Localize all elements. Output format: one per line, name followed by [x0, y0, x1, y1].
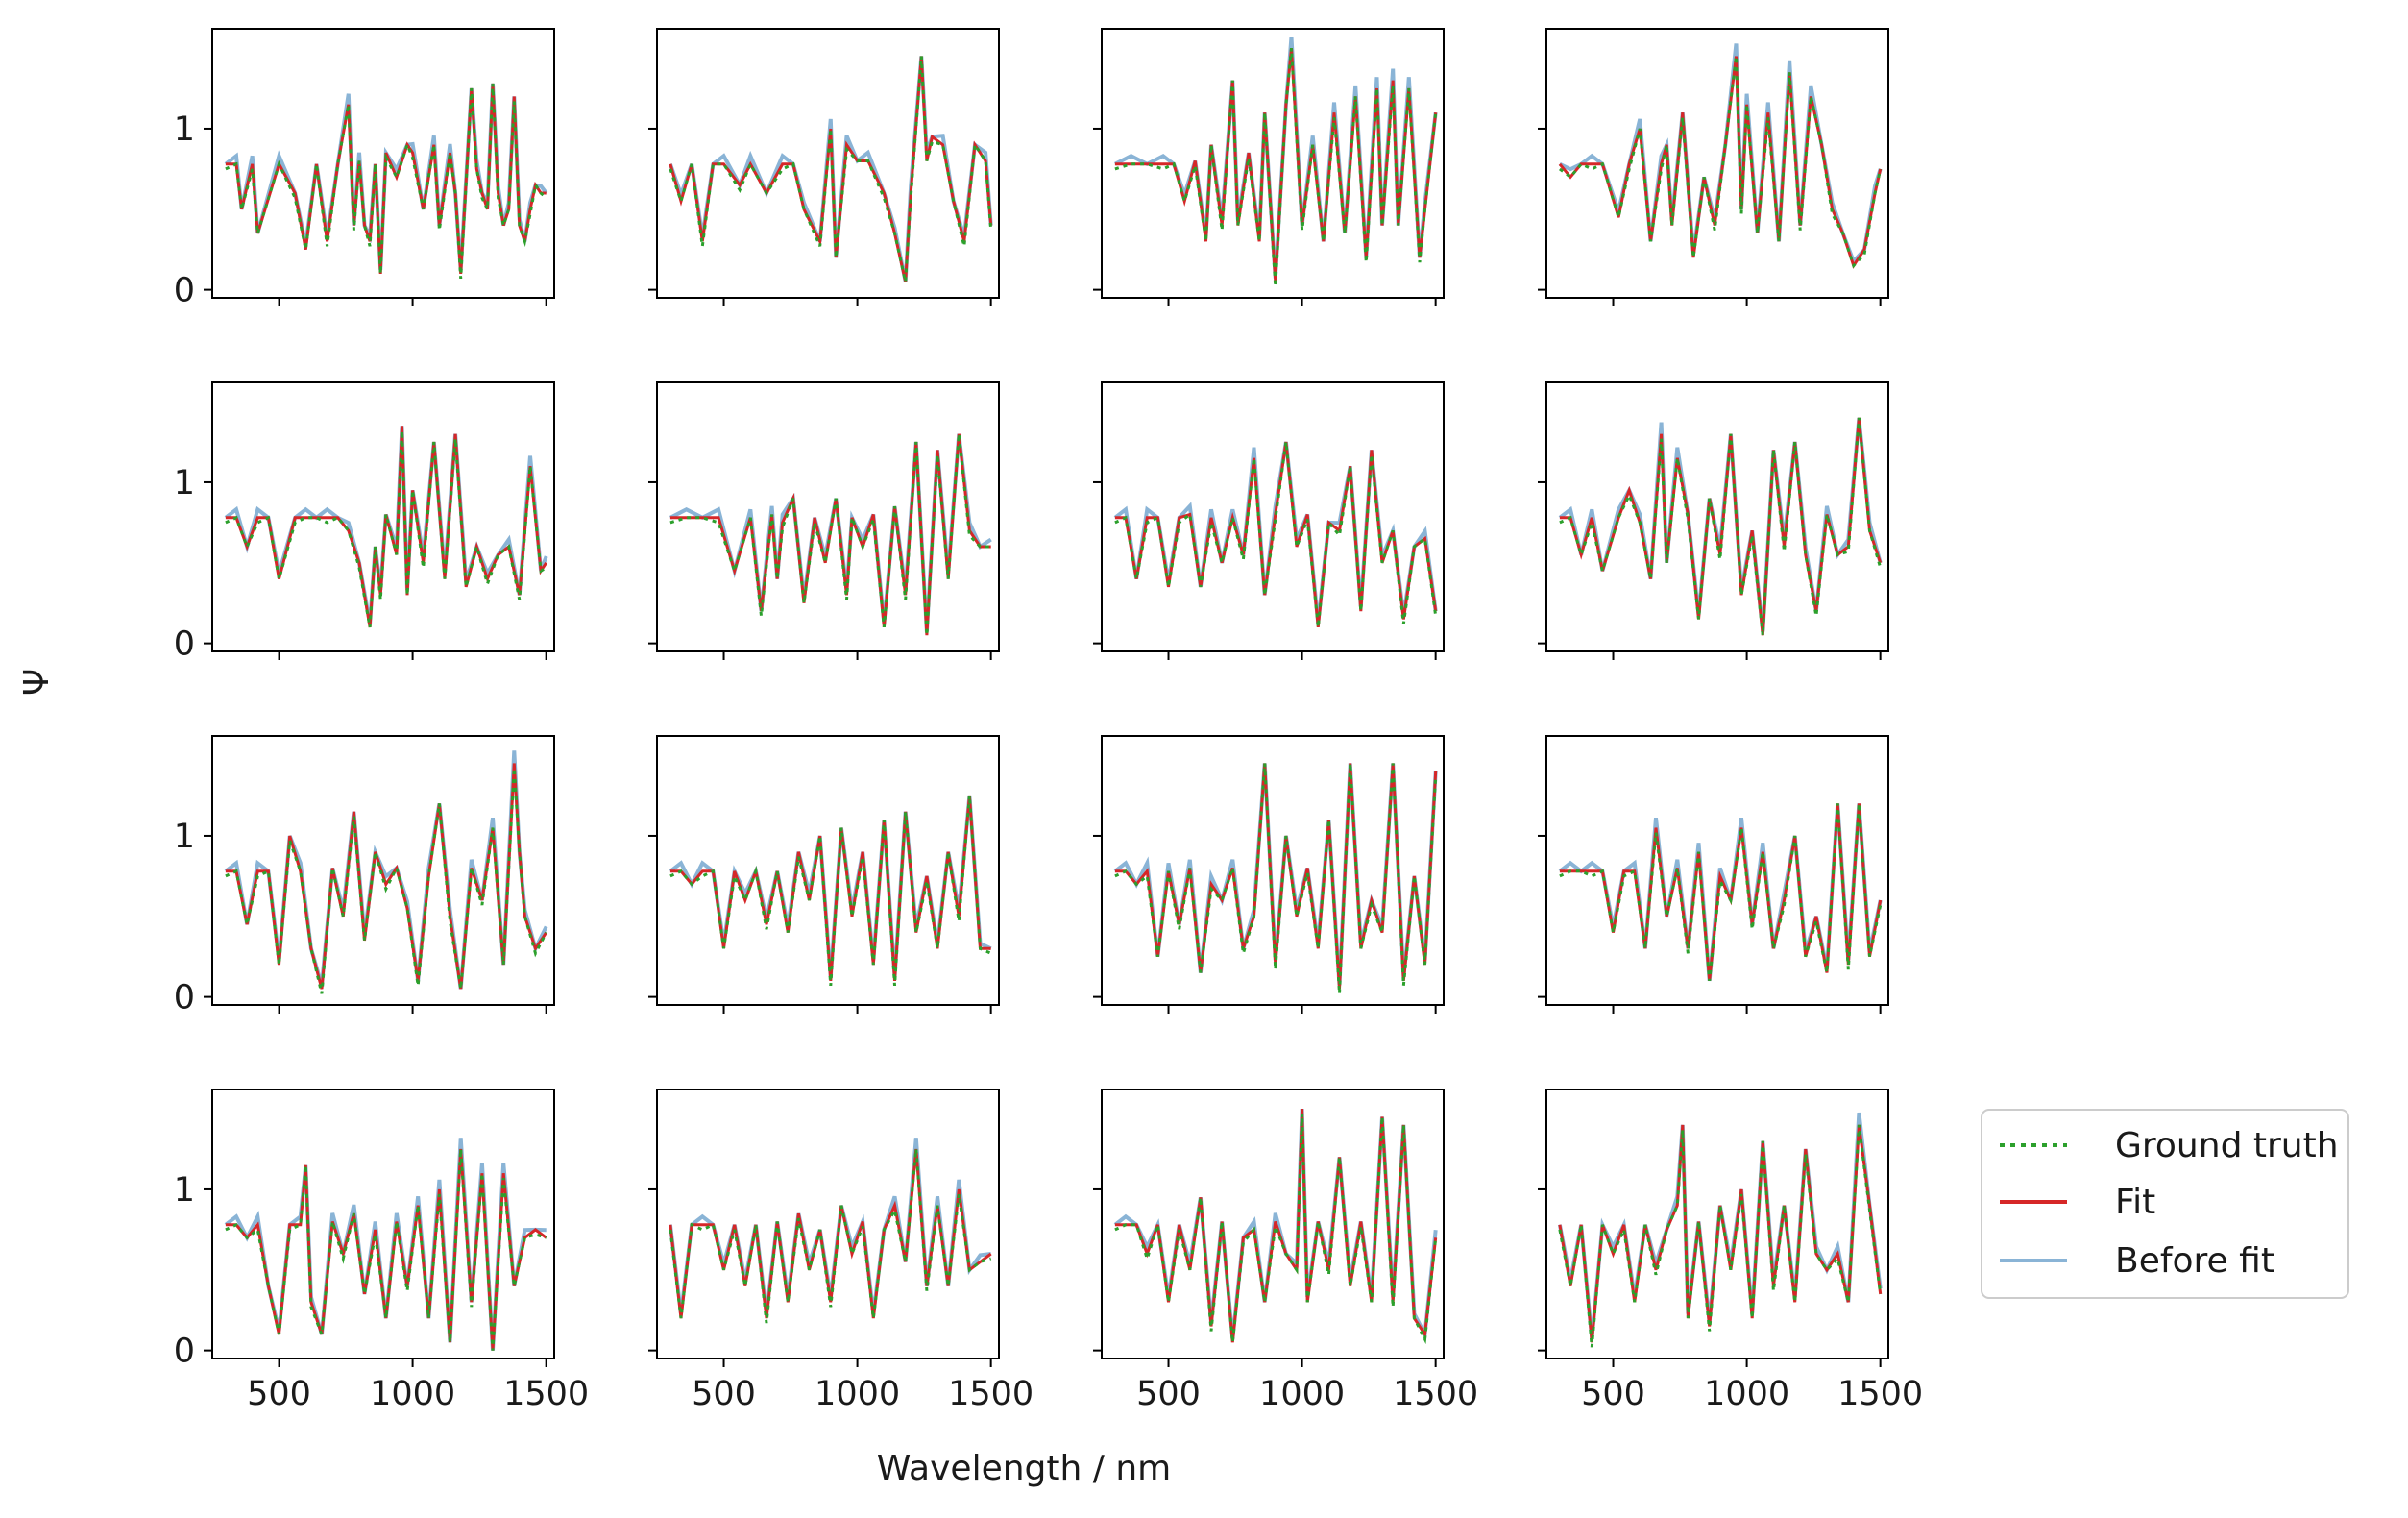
axes-frame — [1101, 735, 1445, 1006]
series-ground-truth-line — [669, 433, 991, 636]
subplot-r0-c1 — [648, 28, 1000, 306]
series-ground-truth-line — [1558, 56, 1883, 269]
y-tick-label: 1 — [174, 110, 195, 149]
x-tick-label: 1500 — [1393, 1375, 1478, 1413]
x-tick-label: 1500 — [1837, 1375, 1923, 1413]
series-fit-line — [225, 83, 547, 274]
x-tick-label: 500 — [1136, 1375, 1201, 1413]
y-tick-label: 0 — [174, 1333, 195, 1371]
y-tick-label: 1 — [174, 818, 195, 856]
series-ground-truth-line — [1114, 1114, 1438, 1345]
legend-label-fit: Fit — [2115, 1183, 2155, 1222]
subplot-r1-c1 — [648, 381, 1000, 660]
subplot-r2-c2 — [1093, 735, 1445, 1014]
subplot-r0-c0: 01 — [174, 28, 555, 310]
axes-frame — [211, 1089, 555, 1359]
x-tick-label: 1000 — [370, 1375, 455, 1413]
x-axis-title: Wavelength / nm — [877, 1449, 1171, 1488]
series-ground-truth-line — [669, 795, 992, 987]
legend-label-ground-truth: Ground truth — [2115, 1126, 2339, 1165]
series-before-fit-line — [1559, 43, 1883, 265]
y-tick-label: 0 — [174, 272, 195, 310]
subplot-r1-c0: 01 — [174, 381, 555, 664]
series-before-fit-line — [669, 56, 993, 282]
y-tick-label: 1 — [174, 464, 195, 502]
series-before-fit-line — [224, 750, 548, 990]
axes-frame — [1101, 1089, 1445, 1359]
series-ground-truth-line — [669, 56, 993, 282]
y-tick-label: 0 — [174, 979, 195, 1017]
series-ground-truth-line — [225, 83, 547, 279]
subplot-r3-c2: 500 1000 1500 — [1093, 1089, 1478, 1413]
series-ground-truth-line — [225, 768, 548, 994]
subplot-r2-c3 — [1538, 735, 1889, 1014]
subplot-r0-c2 — [1093, 28, 1445, 306]
series-ground-truth-line — [1114, 763, 1438, 994]
axes-frame — [656, 1089, 1000, 1359]
y-tick-label: 1 — [174, 1171, 195, 1210]
x-tick-label: 500 — [247, 1375, 311, 1413]
axes-frame — [1545, 1089, 1889, 1359]
series-before-fit-line — [668, 1138, 991, 1314]
y-axis-title: Ψ — [17, 669, 57, 696]
subplot-r1-c2 — [1093, 381, 1445, 660]
axes-frame — [1101, 381, 1445, 652]
series-fit-line — [669, 56, 993, 282]
series-fit-line — [1114, 47, 1438, 282]
legend: Ground truth Fit Before fit — [1981, 1109, 2349, 1299]
subplot-r3-c3: 500 1000 1500 — [1538, 1089, 1923, 1413]
axes-frame — [1545, 381, 1889, 652]
axes-frame — [211, 28, 555, 299]
axes-frame — [1101, 28, 1445, 299]
subplot-r2-c1 — [648, 735, 1000, 1014]
x-tick-label: 1500 — [503, 1375, 589, 1413]
series-fit-line — [1558, 56, 1883, 269]
x-tick-label: 500 — [1581, 1375, 1645, 1413]
legend-label-before-fit: Before fit — [2115, 1241, 2274, 1281]
y-tick-label: 0 — [174, 625, 195, 664]
series-ground-truth-line — [1114, 441, 1438, 628]
legend-box — [1981, 1109, 2349, 1299]
subplot-r0-c3 — [1538, 28, 1889, 306]
axes-frame — [1545, 28, 1889, 299]
subplot-r1-c3 — [1538, 381, 1889, 660]
subplot-r3-c1: 500 1000 1500 — [648, 1089, 1034, 1413]
x-tick-label: 1500 — [948, 1375, 1034, 1413]
x-tick-label: 500 — [692, 1375, 756, 1413]
series-fit-line — [669, 433, 991, 636]
x-tick-label: 1000 — [815, 1375, 900, 1413]
series-before-fit-line — [1558, 417, 1883, 632]
x-tick-label: 1000 — [1259, 1375, 1345, 1413]
series-before-fit-line — [1557, 1112, 1883, 1339]
series-fit-line — [1559, 803, 1883, 982]
axes-frame — [1545, 735, 1889, 1006]
series-ground-truth-line — [1558, 1124, 1883, 1348]
axes-frame — [656, 735, 1000, 1006]
subplot-r2-c0: 01 — [174, 735, 555, 1017]
axes-frame — [211, 381, 555, 652]
series-ground-truth-line — [669, 1148, 992, 1324]
series-before-fit-line — [1113, 441, 1438, 624]
axes-frame — [656, 28, 1000, 299]
series-ground-truth-line — [225, 1148, 547, 1351]
series-before-fit-line — [669, 795, 992, 977]
series-fit-line — [225, 1148, 547, 1351]
series-fit-line — [1114, 441, 1438, 628]
x-tick-label: 1000 — [1704, 1375, 1789, 1413]
axes-frame — [656, 381, 1000, 652]
axes-frame — [211, 735, 555, 1006]
